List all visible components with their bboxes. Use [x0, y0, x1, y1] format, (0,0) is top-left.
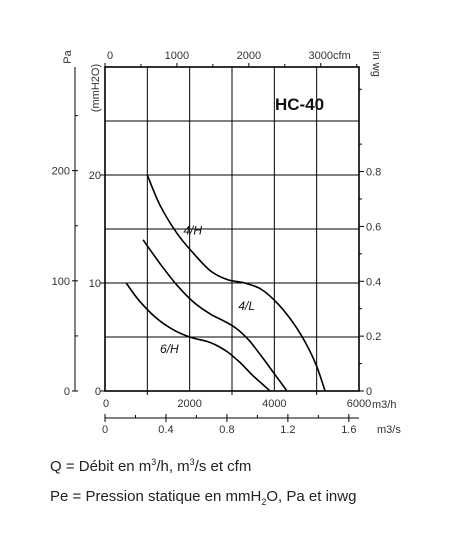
y-tick-mm-1: 10	[89, 278, 101, 290]
caption-pressure-text-1: Pe = Pression statique en mmH	[50, 488, 262, 505]
x-tick-m3s-0: 0	[102, 424, 108, 436]
y-tick-in-0: 0	[366, 386, 372, 398]
y-label-pa: Pa	[62, 49, 74, 63]
x-tick-m3s-3: 1.2	[280, 424, 295, 436]
curve-label-6-h: 6/H	[160, 342, 179, 356]
y-label-inwg: in wg	[370, 51, 382, 77]
caption-flow-text-1: Q = Débit en m	[50, 458, 152, 475]
x-tick-m3h-3: 6000	[347, 398, 371, 410]
x-tick-m3h-1: 2000	[177, 398, 201, 410]
curve-labels: 4/H 4/L 6/H	[160, 223, 255, 356]
x-tick-cfm-3: 3000	[309, 50, 333, 62]
chart-title: HC-40	[275, 95, 324, 114]
y-label-mm: (mmH2O)	[90, 64, 102, 112]
y-tick-in-1: 0.2	[366, 331, 381, 343]
caption-flow-sup-2: 3	[189, 457, 195, 467]
x-tick-m3s-2: 0.8	[219, 424, 234, 436]
y-tick-in-2: 0.4	[366, 276, 381, 288]
y-tick-pa-0: 0	[64, 386, 70, 398]
caption-flow: Q = Débit en m3/h, m3/s et cfm	[50, 457, 251, 475]
y-tick-in-3: 0.6	[366, 221, 381, 233]
grid	[105, 67, 359, 391]
caption-flow-sup-1: 3	[151, 457, 157, 467]
caption-pressure: Pe = Pression statique en mmH2O, Pa et i…	[50, 488, 356, 507]
y-tick-mm-0: 0	[95, 386, 101, 398]
curves	[125, 174, 326, 392]
x-tick-cfm-0: 0	[107, 50, 113, 62]
axes: 0 2000 4000 6000 m3/h0 0.4 0.8 1.2 1.6 m3/s0 1000 2…	[52, 49, 402, 436]
y-tick-pa-2: 200	[52, 166, 70, 178]
curve-4-h	[146, 174, 326, 392]
x-tick-m3h-0: 0	[103, 398, 109, 410]
x-unit-m3h: m3/h	[372, 399, 396, 411]
x-tick-m3s-1: 0.4	[158, 424, 173, 436]
x-unit-m3s: m3/s	[377, 424, 401, 436]
caption-flow-text-2: /h, m	[156, 458, 190, 475]
x-tick-m3s-4: 1.6	[341, 424, 356, 436]
curve-label-4-h: 4/H	[183, 223, 202, 237]
y-tick-in-4: 0.8	[366, 167, 381, 179]
y-tick-pa-1: 100	[52, 276, 70, 288]
curve-label-4-l: 4/L	[238, 299, 255, 313]
x-tick-cfm-1: 1000	[165, 50, 189, 62]
caption-pressure-sub: 2	[261, 497, 267, 507]
caption-flow-text-3: /s et cfm	[194, 458, 252, 475]
caption-pressure-text-2: O, Pa et inwg	[266, 488, 357, 505]
curve-4-l	[142, 239, 288, 392]
x-tick-cfm-2: 2000	[237, 50, 261, 62]
x-tick-m3h-2: 4000	[262, 398, 286, 410]
fan-curve-chart: 0 2000 4000 6000 m3/h0 0.4 0.8 1.2 1.6 m3/s0 1000 2…	[52, 49, 402, 436]
curve-6-h	[125, 282, 271, 392]
x-unit-cfm: cfm	[333, 50, 351, 62]
y-tick-mm-2: 20	[89, 170, 101, 182]
